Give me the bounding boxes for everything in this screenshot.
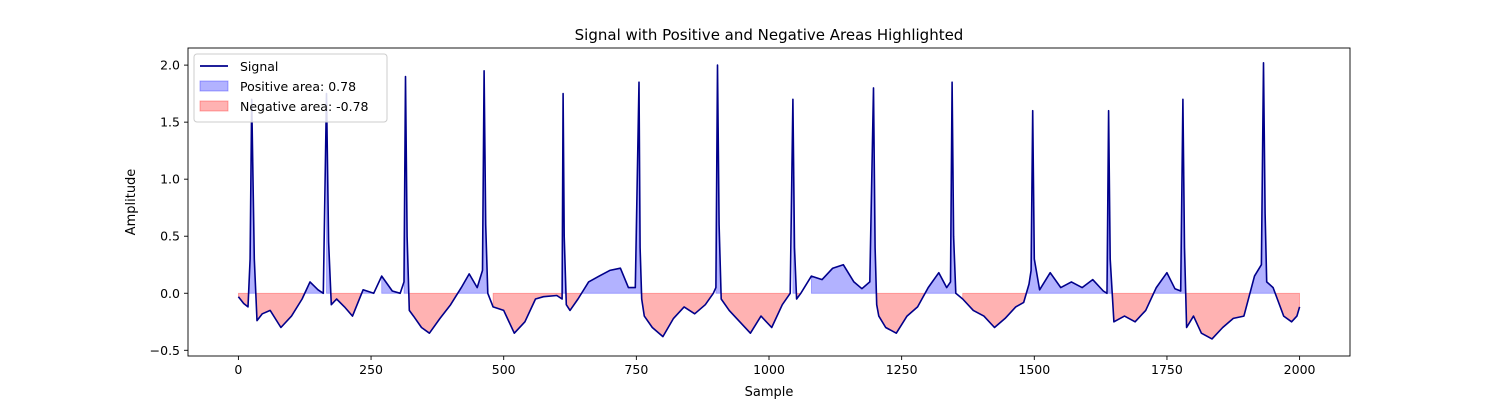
y-tick-label: 0.5 [160, 229, 180, 244]
legend-positive-swatch [199, 80, 229, 92]
y-tick-label: 2.0 [160, 58, 180, 73]
x-axis-label: Sample [745, 385, 794, 400]
x-tick-label: 1500 [1018, 362, 1050, 377]
x-tick-label: 0 [234, 362, 242, 377]
y-axis-label: Amplitude [124, 169, 139, 236]
x-tick-label: 1000 [753, 362, 785, 377]
legend-negative-swatch [199, 100, 229, 112]
y-axis-ticks: −0.5 0.0 0.5 1.0 1.5 2.0 [150, 58, 188, 358]
y-tick-label: 0.0 [160, 286, 180, 301]
y-tick-label: 1.0 [160, 172, 180, 187]
legend-negative-label: Negative area: -0.78 [240, 99, 369, 114]
plot-area [187, 47, 1351, 357]
x-tick-label: 1750 [1151, 362, 1183, 377]
x-tick-label: 500 [492, 362, 516, 377]
x-tick-label: 250 [359, 362, 383, 377]
legend-signal-label: Signal [240, 59, 278, 74]
y-tick-label: 1.5 [160, 115, 180, 130]
x-tick-label: 750 [624, 362, 648, 377]
legend-positive-label: Positive area: 0.78 [240, 79, 356, 94]
x-axis-ticks: 0 250 500 750 1000 1250 1500 1750 2000 [234, 356, 1316, 377]
legend-box [193, 53, 388, 123]
legend: Signal Positive area: 0.78 Negative area… [193, 53, 388, 123]
x-tick-label: 1250 [886, 362, 918, 377]
chart-title: Signal with Positive and Negative Areas … [575, 26, 964, 44]
x-tick-label: 2000 [1284, 362, 1316, 377]
signal-line [237, 62, 1301, 340]
y-tick-label: −0.5 [150, 343, 180, 358]
